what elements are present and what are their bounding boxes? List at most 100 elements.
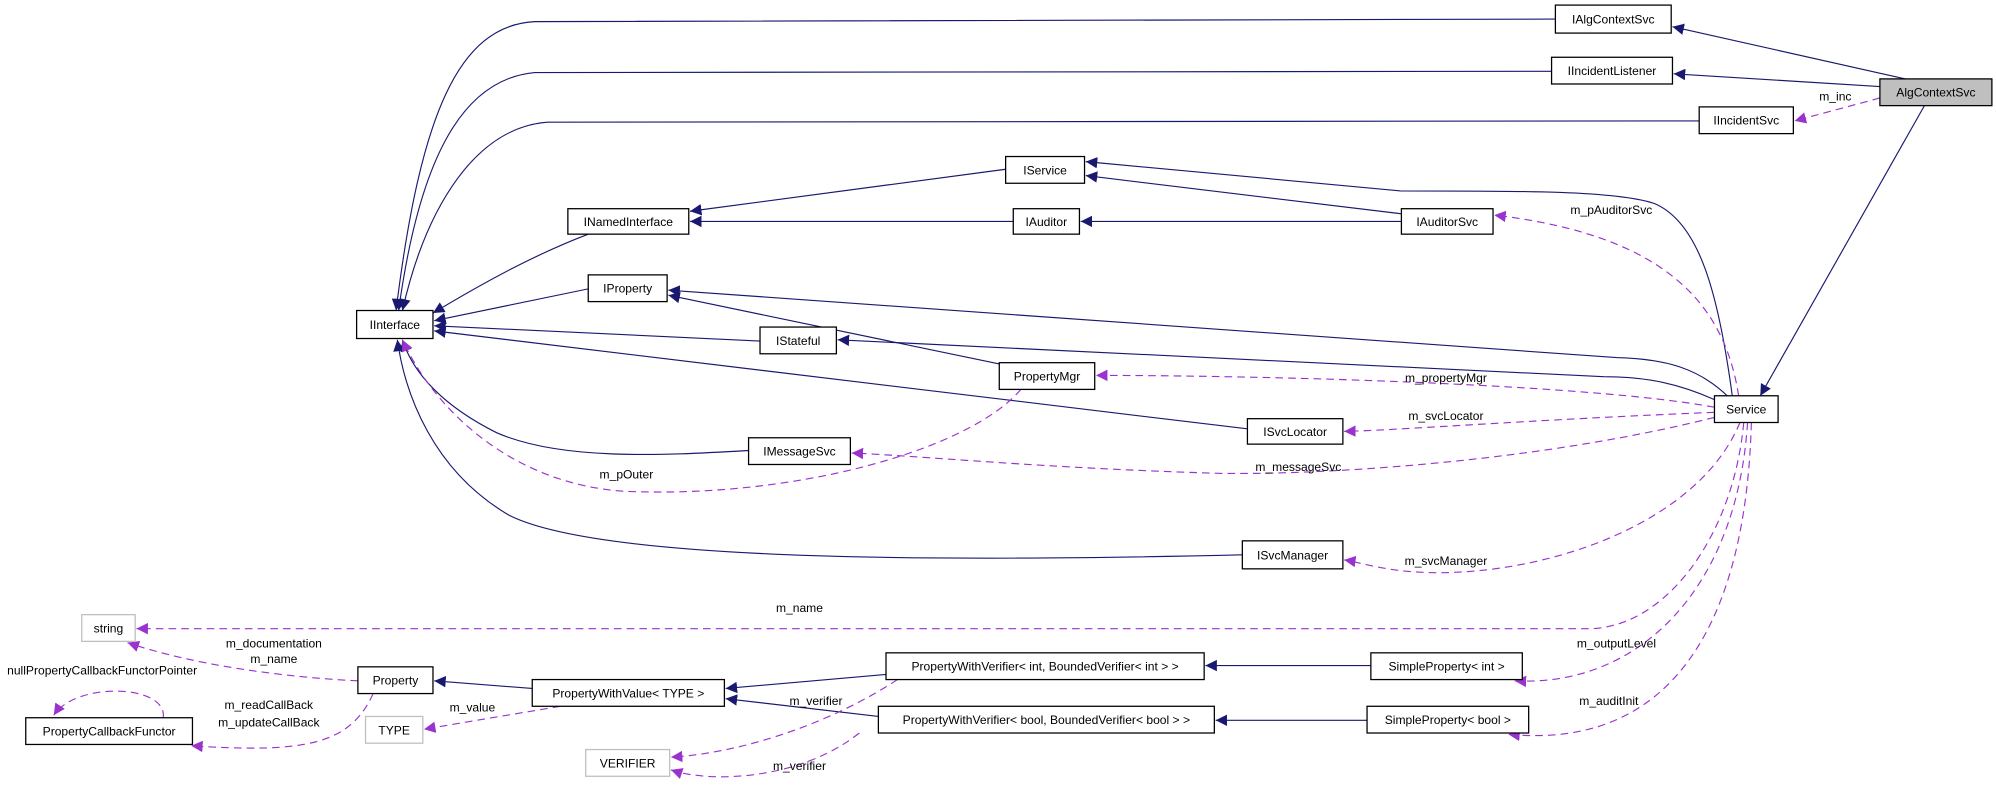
node-propertywithvalue[interactable]: PropertyWithValue< TYPE > (531, 678, 726, 707)
usage-edges (53, 97, 1881, 779)
node-service[interactable]: Service (1713, 395, 1779, 424)
edge-algcontextsvc-service (1759, 105, 1925, 397)
edge-m-name-service (136, 422, 1745, 635)
edge-propertywithvalue-property (434, 676, 533, 690)
edge-m-verifier-bool (670, 732, 860, 779)
node-label: PropertyWithVerifier< bool, BoundedVerif… (903, 713, 1190, 727)
node-propertycallbackfunctor[interactable]: PropertyCallbackFunctor (25, 717, 194, 746)
edge-label: m_messageSvc (1255, 460, 1341, 474)
node-simpleproperty-bool[interactable]: SimpleProperty< bool > (1366, 705, 1530, 734)
node-isvcmanager[interactable]: ISvcManager (1241, 540, 1344, 570)
edge-label: m_propertyMgr (1405, 371, 1487, 385)
node-iincidentlistener[interactable]: IIncidentListener (1550, 56, 1674, 85)
node-istateful[interactable]: IStateful (759, 326, 838, 355)
edge-label: m_verifier (773, 759, 826, 773)
node-ialgcontextsvc[interactable]: IAlgContextSvc (1554, 4, 1672, 34)
edge-label: m_outputLevel (1577, 637, 1656, 651)
edge-iincidentlistener-iinterface (394, 70, 1552, 311)
edge-service-iproperty (668, 285, 1728, 397)
edge-algcontextsvc-iincidentlistener (1673, 68, 1880, 88)
node-iincidentsvc[interactable]: IIncidentSvc (1698, 106, 1794, 135)
node-label: IAuditorSvc (1416, 215, 1478, 229)
node-label: PropertyMgr (1014, 370, 1080, 384)
node-label: string (94, 621, 124, 635)
node-property[interactable]: Property (357, 666, 434, 695)
edge-algcontextsvc-ialgcontextsvc (1672, 23, 1906, 80)
node-algcontextsvc: AlgContextSvc (1879, 78, 1993, 107)
edge-label: m_svcManager (1405, 554, 1488, 568)
node-simpleproperty-int[interactable]: SimpleProperty< int > (1370, 652, 1523, 681)
node-iservice[interactable]: IService (1004, 155, 1086, 184)
edge-pwv-int-propertywithvalue (725, 673, 887, 694)
edge-label: m_pOuter (600, 467, 654, 481)
edge-service-istateful (837, 334, 1715, 401)
node-label: IAuditor (1026, 215, 1068, 229)
node-label: IIncidentSvc (1713, 114, 1779, 128)
node-label: IInterface (370, 318, 421, 332)
node-inamedinterface[interactable]: INamedInterface (567, 208, 690, 235)
edge-labels: m_inc m_pAuditorSvc m_propertyMgr m_svcL… (7, 90, 1851, 773)
node-label: VERIFIER (600, 756, 656, 770)
edge-iservice-inamedinterface (689, 168, 1006, 216)
node-label: IMessageSvc (763, 445, 836, 459)
node-iproperty[interactable]: IProperty (587, 274, 668, 303)
edge-label: m_documentation (226, 637, 322, 651)
edge-m-callbacks (191, 693, 374, 753)
edge-label: m_inc (1819, 90, 1851, 104)
edge-imessagesvc-iinterface (400, 339, 749, 456)
edge-m-auditinit (1508, 422, 1752, 742)
edge-m-svcmanager (1344, 422, 1741, 574)
edge-istateful-iinterface (434, 320, 761, 342)
edge-m-inc (1794, 97, 1881, 124)
node-label: AlgContextSvc (1896, 86, 1975, 100)
node-label: IStateful (776, 334, 820, 348)
edge-label: m_svcLocator (1408, 409, 1483, 423)
node-label: IAlgContextSvc (1572, 13, 1655, 27)
node-verifier: VERIFIER (585, 748, 671, 777)
edge-m-outputlevel (1514, 422, 1749, 688)
node-label: PropertyWithVerifier< int, BoundedVerifi… (911, 660, 1178, 674)
node-label: Property (373, 674, 420, 688)
edge-inamedinterface-iinterface (432, 233, 589, 314)
node-label: IIncidentListener (1568, 64, 1657, 78)
edge-m-messagesvc (851, 416, 1715, 475)
node-label: PropertyCallbackFunctor (43, 725, 176, 739)
node-iauditorsvc[interactable]: IAuditorSvc (1400, 208, 1494, 235)
edge-label: m_auditInit (1579, 694, 1639, 708)
edge-m-documentation (127, 640, 358, 682)
edge-label: m_readCallBack (224, 698, 314, 712)
edge-label: m_value (450, 700, 496, 714)
inheritance-edges (391, 18, 1925, 727)
node-iauditor[interactable]: IAuditor (1012, 208, 1081, 235)
node-isvclocator[interactable]: ISvcLocator (1246, 418, 1344, 445)
node-label: ISvcLocator (1263, 425, 1327, 439)
node-label: PropertyWithValue< TYPE > (552, 686, 704, 700)
edge-label: m_updateCallBack (218, 716, 320, 730)
node-label: ISvcManager (1257, 548, 1328, 562)
edge-ialgcontextsvc-iinterface (391, 18, 1556, 311)
node-label: SimpleProperty< int > (1389, 660, 1505, 674)
edge-m-value (423, 705, 561, 733)
edge-label: m_name (250, 652, 297, 666)
edge-m-pouter (401, 339, 1022, 493)
edge-isvclocator-iinterface (434, 326, 1248, 430)
edge-iauditorsvc-iservice (1085, 171, 1402, 215)
node-propertywithverifier-int[interactable]: PropertyWithVerifier< int, BoundedVerifi… (885, 652, 1205, 681)
edge-label: m_name (776, 601, 823, 615)
node-label: IProperty (603, 282, 653, 296)
edge-label: m_pAuditorSvc (1570, 203, 1652, 217)
node-type: TYPE (364, 715, 424, 744)
edge-iproperty-iinterface (434, 288, 589, 324)
node-imessagesvc[interactable]: IMessageSvc (747, 437, 852, 466)
node-propertywithverifier-bool[interactable]: PropertyWithVerifier< bool, BoundedVerif… (877, 705, 1215, 734)
edge-m-svclocator (1344, 411, 1715, 437)
edge-label: nullPropertyCallbackFunctorPointer (7, 663, 197, 677)
edge-pwv-bool-propertywithvalue (725, 694, 879, 718)
nodes: IAlgContextSvc IIncidentListener AlgCont… (25, 4, 1993, 777)
edge-service-iservice (1085, 156, 1733, 396)
node-propertymgr[interactable]: PropertyMgr (998, 362, 1096, 391)
node-iinterface[interactable]: IInterface (355, 309, 434, 340)
edge-m-verifier-int (670, 679, 898, 763)
edge-null-callback-self (53, 690, 164, 718)
